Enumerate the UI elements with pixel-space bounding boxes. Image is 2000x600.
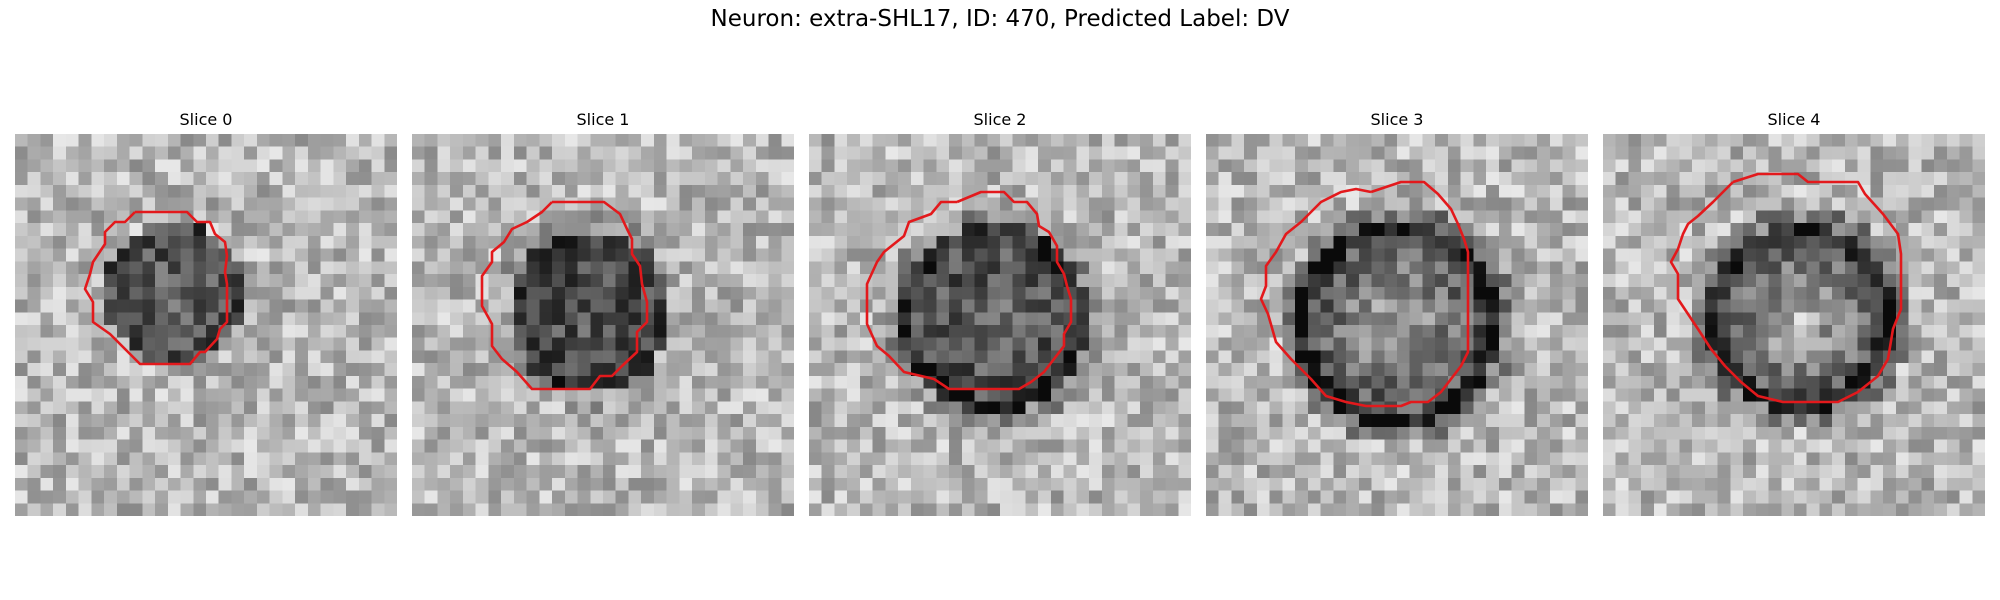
grayscale-slice-image [1603, 134, 1985, 516]
slice-title: Slice 4 [1767, 110, 1821, 129]
grayscale-slice-image [1206, 134, 1588, 516]
slice-panel-2: Slice 2 [809, 0, 1191, 600]
grayscale-slice-image [809, 134, 1191, 516]
figure-title: Neuron: extra-SHL17, ID: 470, Predicted … [710, 6, 1290, 32]
slice-image [412, 134, 794, 516]
slice-image [1206, 134, 1588, 516]
slice-panel-4: Slice 4 [1603, 0, 1985, 600]
slice-title: Slice 3 [1370, 110, 1424, 129]
slice-title: Slice 2 [973, 110, 1027, 129]
slice-image [15, 134, 397, 516]
neuron-contour [1259, 180, 1470, 408]
neuron-contour [83, 210, 229, 366]
neuron-contour [865, 190, 1073, 391]
slice-panel-1: Slice 1 [412, 0, 794, 600]
slice-title: Slice 0 [179, 110, 233, 129]
slice-title: Slice 1 [576, 110, 630, 129]
neuron-contour [480, 200, 649, 391]
slice-image [809, 134, 1191, 516]
slice-panel-3: Slice 3 [1206, 0, 1588, 600]
grayscale-slice-image [412, 134, 794, 516]
grayscale-slice-image [15, 134, 397, 516]
neuron-contour [1669, 172, 1903, 404]
slice-panel-0: Slice 0 [15, 0, 397, 600]
slice-image [1603, 134, 1985, 516]
